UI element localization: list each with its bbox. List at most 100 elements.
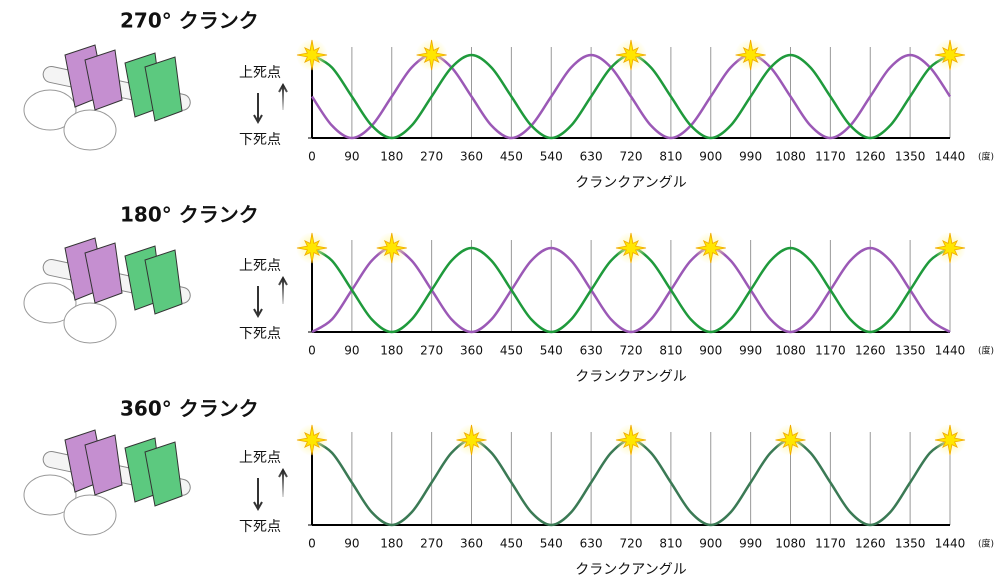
x-tick-label: 540 [540,344,563,358]
x-tick-label: 1440 [935,344,966,358]
y-tick-label: 上死点 [239,450,281,466]
star [934,232,966,264]
x-tick-label: 1170 [815,150,846,164]
star [416,39,447,71]
tdc-star [934,424,966,456]
x-tick-label: 1260 [855,150,886,164]
x-tick-label: 990 [739,344,762,358]
tdc-star [734,39,767,71]
x-tick-label: 1260 [855,344,886,358]
engine-illustration [23,429,193,536]
engine-illustration [23,237,193,344]
star [376,232,407,264]
star [695,232,726,264]
x-axis-label: クランクアングル [575,369,686,385]
y-tick-label: 上死点 [239,65,281,81]
x-tick-label: 270 [420,150,443,164]
engine-illustration [23,44,193,151]
tdc-star [455,424,488,456]
x-unit: (度) [978,538,994,550]
x-tick-label: 270 [420,344,443,358]
y-tick-label: 下死点 [239,132,281,148]
x-tick-label: 360 [460,537,483,551]
up-arrow [278,275,288,304]
x-tick-label: 540 [540,537,563,551]
up-arrow [278,467,288,497]
down-arrow [253,93,263,125]
x-tick-label: 1440 [935,537,966,551]
down-arrow [253,478,263,512]
x-tick-label: 1350 [895,537,926,551]
x-tick-label: 90 [344,344,359,358]
y-tick-label: 下死点 [239,519,281,535]
x-tick-label: 450 [500,150,523,164]
x-tick-label: 180 [380,537,403,551]
down-arrow [253,286,263,319]
tdc-star [615,39,647,71]
up-arrow [278,82,288,110]
star [615,424,647,456]
x-tick-label: 1350 [895,344,926,358]
star [296,232,328,264]
tdc-star [694,232,727,264]
x-axis-label: クランクアングル [575,175,686,191]
x-tick-label: 900 [699,537,722,551]
x-axis-label: クランクアングル [575,562,686,578]
tdc-star [296,39,328,71]
x-tick-label: 0 [308,537,316,551]
tdc-star [774,424,807,456]
x-tick-label: 0 [308,150,316,164]
x-tick-label: 180 [380,150,403,164]
tdc-star [415,39,448,71]
x-tick-label: 270 [420,537,443,551]
x-tick-label: 810 [659,537,682,551]
x-tick-label: 1080 [775,150,806,164]
x-tick-label: 900 [699,150,722,164]
x-tick-label: 360 [460,150,483,164]
series-line [311,246,951,334]
tdc-star [934,232,966,264]
x-tick-label: 1170 [815,537,846,551]
y-tick-label: 上死点 [239,258,281,274]
star [775,424,806,456]
x-unit: (度) [978,151,994,163]
chart-title: 360° クランク [120,397,259,421]
star [934,39,966,71]
x-tick-label: 630 [580,344,603,358]
x-tick-label: 990 [739,537,762,551]
x-tick-label: 90 [344,537,359,551]
tdc-star [615,232,647,264]
star [615,39,647,71]
x-tick-label: 450 [500,537,523,551]
star [296,39,328,71]
x-tick-label: 90 [344,150,359,164]
tdc-star [375,232,408,264]
x-tick-label: 1350 [895,150,926,164]
tdc-star [296,424,328,456]
x-tick-label: 900 [699,344,722,358]
x-tick-label: 1260 [855,537,886,551]
x-tick-label: 990 [739,150,762,164]
x-tick-label: 360 [460,344,483,358]
x-unit: (度) [978,345,994,357]
chart-title: 270° クランク [120,9,259,33]
star [934,424,966,456]
x-tick-label: 720 [620,344,643,358]
x-tick-label: 450 [500,344,523,358]
x-tick-label: 540 [540,150,563,164]
x-tick-label: 630 [580,150,603,164]
x-tick-label: 0 [308,344,316,358]
x-tick-label: 1440 [935,150,966,164]
star [735,39,766,71]
star [456,424,487,456]
x-tick-label: 180 [380,344,403,358]
x-tick-label: 720 [620,537,643,551]
y-tick-label: 下死点 [239,326,281,342]
chart-title: 180° クランク [120,203,259,227]
x-tick-label: 810 [659,344,682,358]
tdc-star [296,232,328,264]
tdc-star [934,39,966,71]
x-tick-label: 810 [659,150,682,164]
x-tick-label: 1170 [815,344,846,358]
